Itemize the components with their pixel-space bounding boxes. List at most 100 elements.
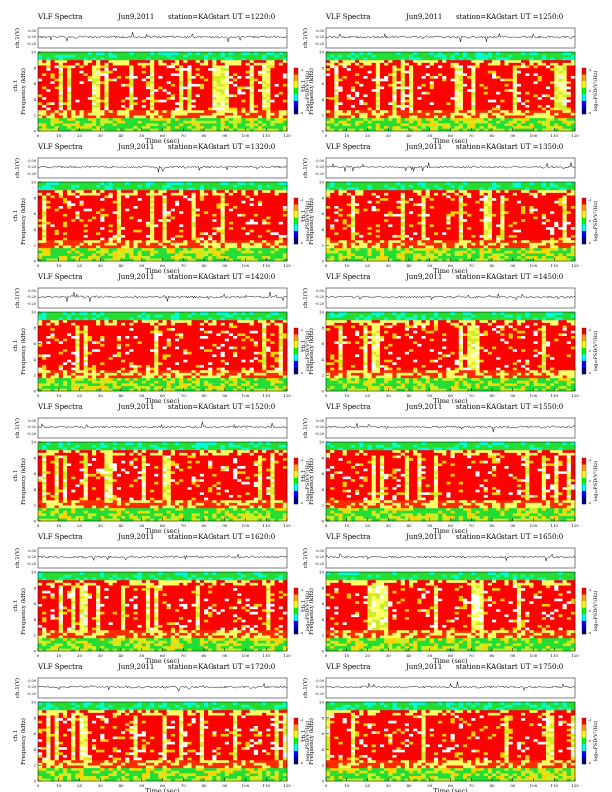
spectrogram-cell (562, 59, 567, 63)
spectrogram-cell (262, 255, 267, 259)
spectrogram-cell (104, 218, 109, 222)
spectrogram-cell (166, 65, 172, 69)
spectrogram-cell (404, 128, 410, 132)
spectrogram-cell (500, 115, 505, 119)
spectrogram-cell (96, 96, 101, 100)
spectrogram-cell (450, 117, 455, 121)
spectrogram-cell (220, 91, 226, 95)
spectrogram-cell (187, 247, 192, 251)
spectrogram-cell (71, 73, 76, 76)
spectrogram-cell (154, 237, 159, 241)
spectrogram-cell (257, 102, 263, 105)
spectrogram-cell (220, 99, 226, 103)
spectrogram-cell (87, 54, 93, 58)
spectrogram-cell (425, 86, 431, 90)
spectrogram-cell (467, 67, 472, 71)
spectrogram-cell (96, 75, 101, 79)
spectrogram-cell (541, 83, 547, 87)
spectrogram-cell (129, 59, 134, 63)
spectrogram-cell (245, 94, 250, 98)
spectrogram-cell (379, 67, 385, 71)
spectrogram-cell (274, 117, 279, 121)
spectrogram-cell (112, 239, 118, 243)
spectrogram-cell (195, 99, 201, 103)
spectrogram-cell (137, 65, 143, 69)
spectrogram-cell (133, 104, 138, 108)
spectrogram-cell (249, 99, 255, 103)
colorbar-tick-label: -4 (300, 68, 303, 72)
spectrogram-cell (266, 59, 271, 63)
spectrogram-cell (262, 94, 267, 98)
spectrogram-cell (191, 70, 196, 74)
spectrogram-cell (241, 216, 246, 220)
spectrogram-cell (191, 88, 196, 92)
spectrogram-cell (87, 205, 93, 209)
spectrogram-cell (262, 104, 267, 108)
spectrogram-cell (129, 205, 134, 209)
spectrogram-cell (121, 232, 126, 235)
spectrogram-cell (237, 62, 242, 66)
spectrogram-cell (562, 62, 567, 66)
spectrogram-cell (83, 70, 89, 74)
spectrogram-cell (537, 70, 543, 74)
spectrogram-cell (216, 94, 221, 98)
spectrogram-cell (96, 234, 101, 238)
spectrogram-cell (179, 54, 184, 58)
spectrogram-cell (450, 67, 455, 71)
spectrogram-cell (249, 128, 255, 132)
spectrogram-cell (154, 239, 159, 243)
spectrogram-cell (83, 234, 89, 238)
spectrogram-cell (241, 242, 246, 246)
spectrogram-cell (241, 109, 246, 113)
spectrogram-cell (179, 83, 184, 87)
spectrogram-cell (454, 57, 460, 61)
spectrogram-cell (278, 226, 284, 230)
spectrogram-cell (249, 210, 255, 214)
spectrogram-cell (75, 65, 80, 69)
spectrogram-cell (67, 73, 72, 76)
spectrogram-cell (137, 96, 143, 100)
spectrogram-cell (174, 117, 180, 121)
spectrogram-cell (282, 102, 288, 105)
spectrogram-cell (199, 109, 205, 113)
spectrogram-cell (179, 88, 184, 92)
spectrogram-cell (562, 117, 567, 121)
spectrogram-cell (191, 120, 196, 124)
spectrogram-cell (359, 65, 364, 69)
spectrogram-cell (266, 237, 271, 241)
spectrogram-cell (330, 70, 335, 74)
spectrogram-cell (475, 52, 480, 55)
spectrogram-cell (396, 80, 401, 84)
spectrogram-cell (396, 75, 401, 79)
spectrogram-cell (208, 250, 213, 254)
spectrogram-cell (355, 109, 360, 113)
spectrogram-cell (425, 88, 431, 92)
spectrogram-cell (58, 229, 64, 233)
spectrogram-cell (512, 78, 518, 82)
spectrogram-cell (141, 54, 147, 58)
spectrogram-cell (326, 54, 331, 58)
spectrogram-cell (137, 242, 143, 246)
spectrogram-cell (220, 250, 226, 254)
spectrogram-cell (330, 117, 335, 121)
spectrogram-cell (471, 80, 476, 84)
spectrogram-cell (100, 247, 105, 251)
spectrogram-cell (438, 62, 443, 66)
spectrogram-cell (129, 104, 134, 108)
spectrogram-cell (216, 123, 221, 127)
spectrogram-cell (224, 253, 230, 257)
spectrogram-cell (233, 78, 238, 82)
spectrogram-cell (174, 115, 180, 119)
spectrogram-cell (392, 75, 397, 79)
spectrogram-cell (496, 91, 501, 95)
spectrogram-cell (241, 102, 246, 105)
spectrogram-cell (475, 94, 480, 98)
spectrogram-cell (379, 128, 385, 132)
spectrogram-cell (220, 52, 226, 55)
spectrogram-cell (212, 255, 217, 259)
spectrogram-cell (42, 57, 47, 61)
spectrogram-cell (133, 65, 138, 69)
spectrogram-cell (91, 208, 97, 212)
spectrogram-cell (162, 57, 167, 61)
spectrogram-cell (570, 67, 576, 71)
